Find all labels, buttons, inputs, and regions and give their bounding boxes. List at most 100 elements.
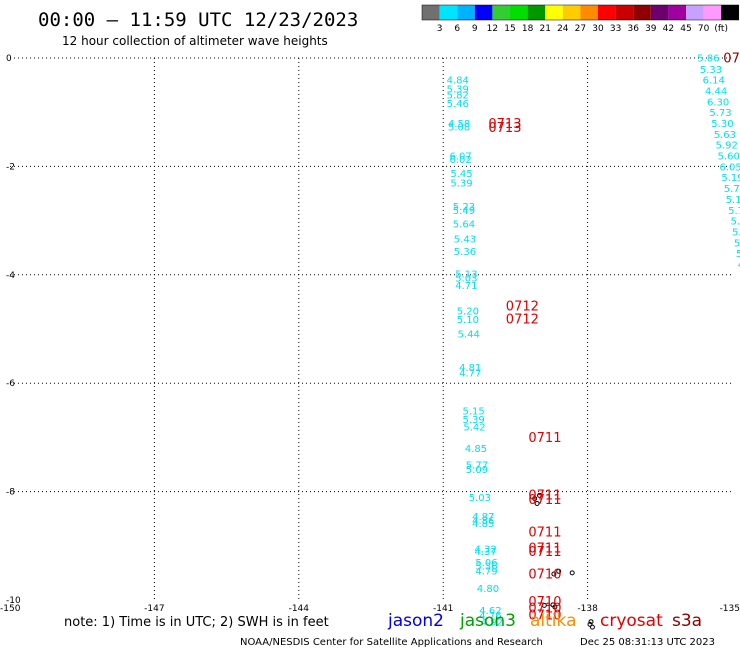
island-mark [541,602,547,608]
time-label: 0711 [528,431,561,446]
swh-value: 4.92 [481,618,503,629]
time-label: 0710 [528,595,561,610]
time-label: 0712 [506,313,539,328]
colorbar-label: 45 [680,24,691,34]
colorbar-label: 3 [437,24,443,34]
time-label: 0710 [528,602,561,617]
colorbar-label: (ft) [714,24,728,34]
swh-value: 5.20 [732,227,740,238]
swh-value: 4.62 [479,606,501,617]
swh-value: 4.84 [447,76,469,87]
colorbar-label: 39 [645,24,657,34]
x-tick-label: -144 [289,604,310,614]
colorbar-swatch [721,5,739,20]
colorbar-frame [421,4,740,21]
swh-value: 5.15 [463,406,485,417]
y-tick-label: 0 [6,54,12,64]
x-tick-label: -147 [144,604,164,614]
swh-value: 5.60 [718,152,740,163]
swh-value: 5.10 [457,315,479,326]
colorbar-swatch [633,5,651,20]
swh-value: 4.32 [475,545,497,556]
swh-value: 5.04 [734,238,740,249]
swh-value: 5.36 [454,247,476,258]
swh-value: 6.30 [707,97,729,108]
colorbar-label: 9 [472,24,478,34]
swh-value: 5.45 [450,169,472,180]
island-mark [556,568,562,574]
swh-value: 5.30 [711,119,733,130]
colorbar-label: 6 [454,24,460,34]
swh-value: 6.07 [450,152,472,163]
swh-value: 5.82 [447,90,469,101]
swh-value: 5.92 [716,141,738,152]
swh-value: 4.85 [472,519,494,530]
swh-value: 5.46 [447,99,469,110]
colorbar-label: 27 [575,24,586,34]
colorbar-swatch [615,5,634,20]
colorbar-swatch [598,5,616,20]
island-mark [534,501,540,506]
swh-value: 5.43 [454,235,476,246]
colorbar-swatch [474,5,493,20]
swh-colorbar: 3 6 9 12 15 18 21 24 27 30 33 36 39 42 45 70 (ft) [421,4,740,34]
plot-area: 4.845.395.825.464.585.086.076.025.455.39… [0,52,740,630]
swh-value: 5.13 [455,270,477,281]
time-label: 0710 [528,567,561,582]
swh-value: 4.71 [455,281,477,292]
swh-value: 5.36 [475,561,497,572]
swh-value: 4.58 [448,119,470,130]
swh-value: 4.77 [459,368,481,379]
colorbar-swatch [562,5,581,20]
swh-value: 6.05 [720,162,740,173]
swh-value: 5.49 [453,206,475,217]
time-label: 0713 [488,117,521,132]
island-mark [589,624,595,630]
swh-value: 4.86 [472,516,494,527]
colorbar-label: 33 [610,24,621,34]
colorbar-swatch [668,5,686,20]
swh-value: 4.85 [465,444,487,455]
colorbar-swatch [457,5,475,20]
swh-value: 4.80 [477,584,499,595]
satellite-label-altika: altika [530,611,577,631]
colorbar-label: 21 [539,24,550,34]
swh-value: 5.73 [709,108,731,119]
x-tick-label: -150 [0,604,21,614]
colorbar-swatch [650,5,669,20]
time-label: 0711 [528,488,561,503]
swh-value: 5.39 [463,415,485,426]
swh-value: 5.74 [724,184,740,195]
island-mark [569,570,575,576]
swh-value: 5.77 [466,461,488,472]
colorbar-swatch [527,5,546,20]
swh-value: 5.15 [726,195,740,206]
island-mark [587,621,593,627]
satellite-label-jason3: jason3 [459,611,516,631]
colorbar-swatch [703,5,722,20]
satellite-label-s3a: s3a [672,611,702,631]
x-tick-label: -141 [433,604,453,614]
time-label: 0711 [528,493,561,508]
colorbar-swatch [439,5,458,20]
y-tick-label: -8 [6,488,15,498]
swh-value: 5.19 [721,173,740,184]
footer-timestamp: Dec 25 08:31:13 UTC 2023 [580,637,715,648]
y-tick-label: -2 [6,162,15,172]
swh-value: 4.76 [479,611,501,622]
swh-value: 6.02 [450,155,472,166]
swh-value: 5.17 [736,249,740,260]
colorbar-swatch [686,5,704,20]
colorbar-swatch [492,5,510,20]
colorbar-label: 30 [592,24,604,34]
colorbar-label: 12 [487,24,498,34]
swh-value: 4.37 [475,547,497,558]
time-label: 0711 [528,545,561,560]
swh-value: 4.79 [475,567,497,578]
x-tick-label: -135 [720,604,740,614]
swh-value: 5.39 [447,84,469,95]
swh-value: 5.78 [728,206,740,217]
footer-source: NOAA/NESDIS Center for Satellite Applica… [240,637,543,648]
time-label: 0710 [528,609,561,624]
island-mark [551,571,557,577]
